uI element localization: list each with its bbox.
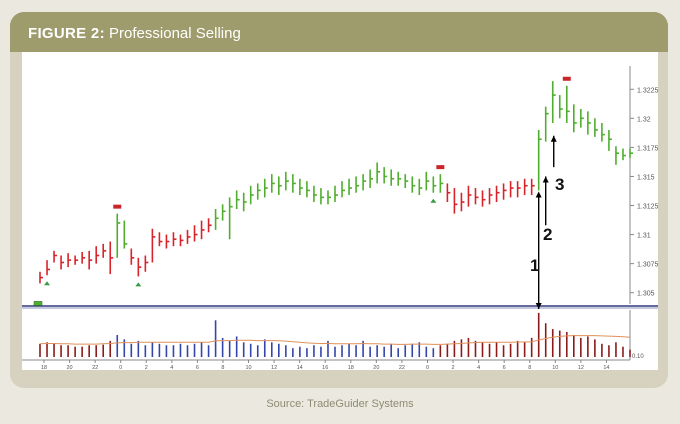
volume-average-line — [39, 335, 631, 345]
price-volume-chart: 1.3225 1.32 1.3175 1.315 1.3125 1.31 1.3075 1.3… — [22, 66, 658, 370]
annotation-2: 2 — [543, 225, 552, 244]
signal-triangle — [430, 198, 437, 203]
time-tick-label: 22 — [399, 365, 405, 370]
signal-marker — [436, 165, 445, 170]
time-tick-label: 6 — [196, 365, 199, 370]
price-tick-label: 1.3225 — [637, 87, 658, 94]
chart-panel: 1.3225 1.32 1.3175 1.315 1.3125 1.31 1.3075 1.3… — [22, 52, 658, 370]
signal-triangle — [135, 282, 142, 287]
figure-title: FIGURE 2: Professional Selling — [28, 24, 241, 44]
time-tick-label: 18 — [348, 365, 354, 370]
figure-label: FIGURE 2 — [28, 25, 100, 42]
signal-triangle — [44, 281, 51, 286]
price-tick-label: 1.305 — [637, 291, 655, 298]
time-tick-label: 18 — [41, 365, 47, 370]
time-tick-label: 0 — [119, 365, 122, 370]
signal-marker — [113, 204, 122, 209]
time-tick-label: 12 — [578, 365, 584, 370]
time-tick-label: 16 — [322, 365, 328, 370]
source-note: Source: TradeGuider Systems — [266, 398, 414, 410]
time-tick-label: 14 — [297, 365, 303, 370]
time-tick-label: 8 — [528, 365, 531, 370]
figure-title-text: Professional Selling — [109, 25, 241, 42]
price-tick-label: 1.3175 — [637, 145, 658, 152]
time-tick-label: 22 — [92, 365, 98, 370]
time-tick-label: 10 — [245, 365, 251, 370]
time-tick-label: 0 — [426, 365, 429, 370]
time-tick-label: 10 — [552, 365, 558, 370]
price-tick-label: 1.315 — [637, 174, 655, 181]
time-tick-label: 2 — [452, 365, 455, 370]
figure-header: FIGURE 2: Professional Selling — [10, 12, 668, 52]
time-tick-label: 2 — [145, 365, 148, 370]
time-tick-label: 4 — [477, 365, 480, 370]
time-tick-label: 12 — [271, 365, 277, 370]
volume-axis-label: 0.10 — [632, 354, 644, 360]
price-tick-label: 1.3075 — [637, 262, 658, 269]
price-tick-label: 1.3125 — [637, 204, 658, 211]
price-tick-label: 1.31 — [637, 233, 651, 240]
arrow-3-head — [550, 135, 557, 142]
signal-marker — [562, 76, 571, 81]
annotation-3: 3 — [555, 175, 564, 194]
time-tick-label: 8 — [221, 365, 224, 370]
time-tick-label: 14 — [603, 365, 609, 370]
time-tick-label: 6 — [503, 365, 506, 370]
arrow-2-head — [542, 176, 549, 183]
time-tick-label: 20 — [373, 365, 379, 370]
time-tick-label: 20 — [67, 365, 73, 370]
time-tick-label: 4 — [170, 365, 173, 370]
figure-label-separator: : — [99, 25, 105, 42]
price-tick-label: 1.32 — [637, 116, 651, 123]
arrow-1-head-down — [535, 303, 542, 309]
annotation-1: 1 — [530, 256, 539, 275]
signal-box — [33, 301, 43, 306]
arrow-1-head-up — [535, 191, 542, 198]
